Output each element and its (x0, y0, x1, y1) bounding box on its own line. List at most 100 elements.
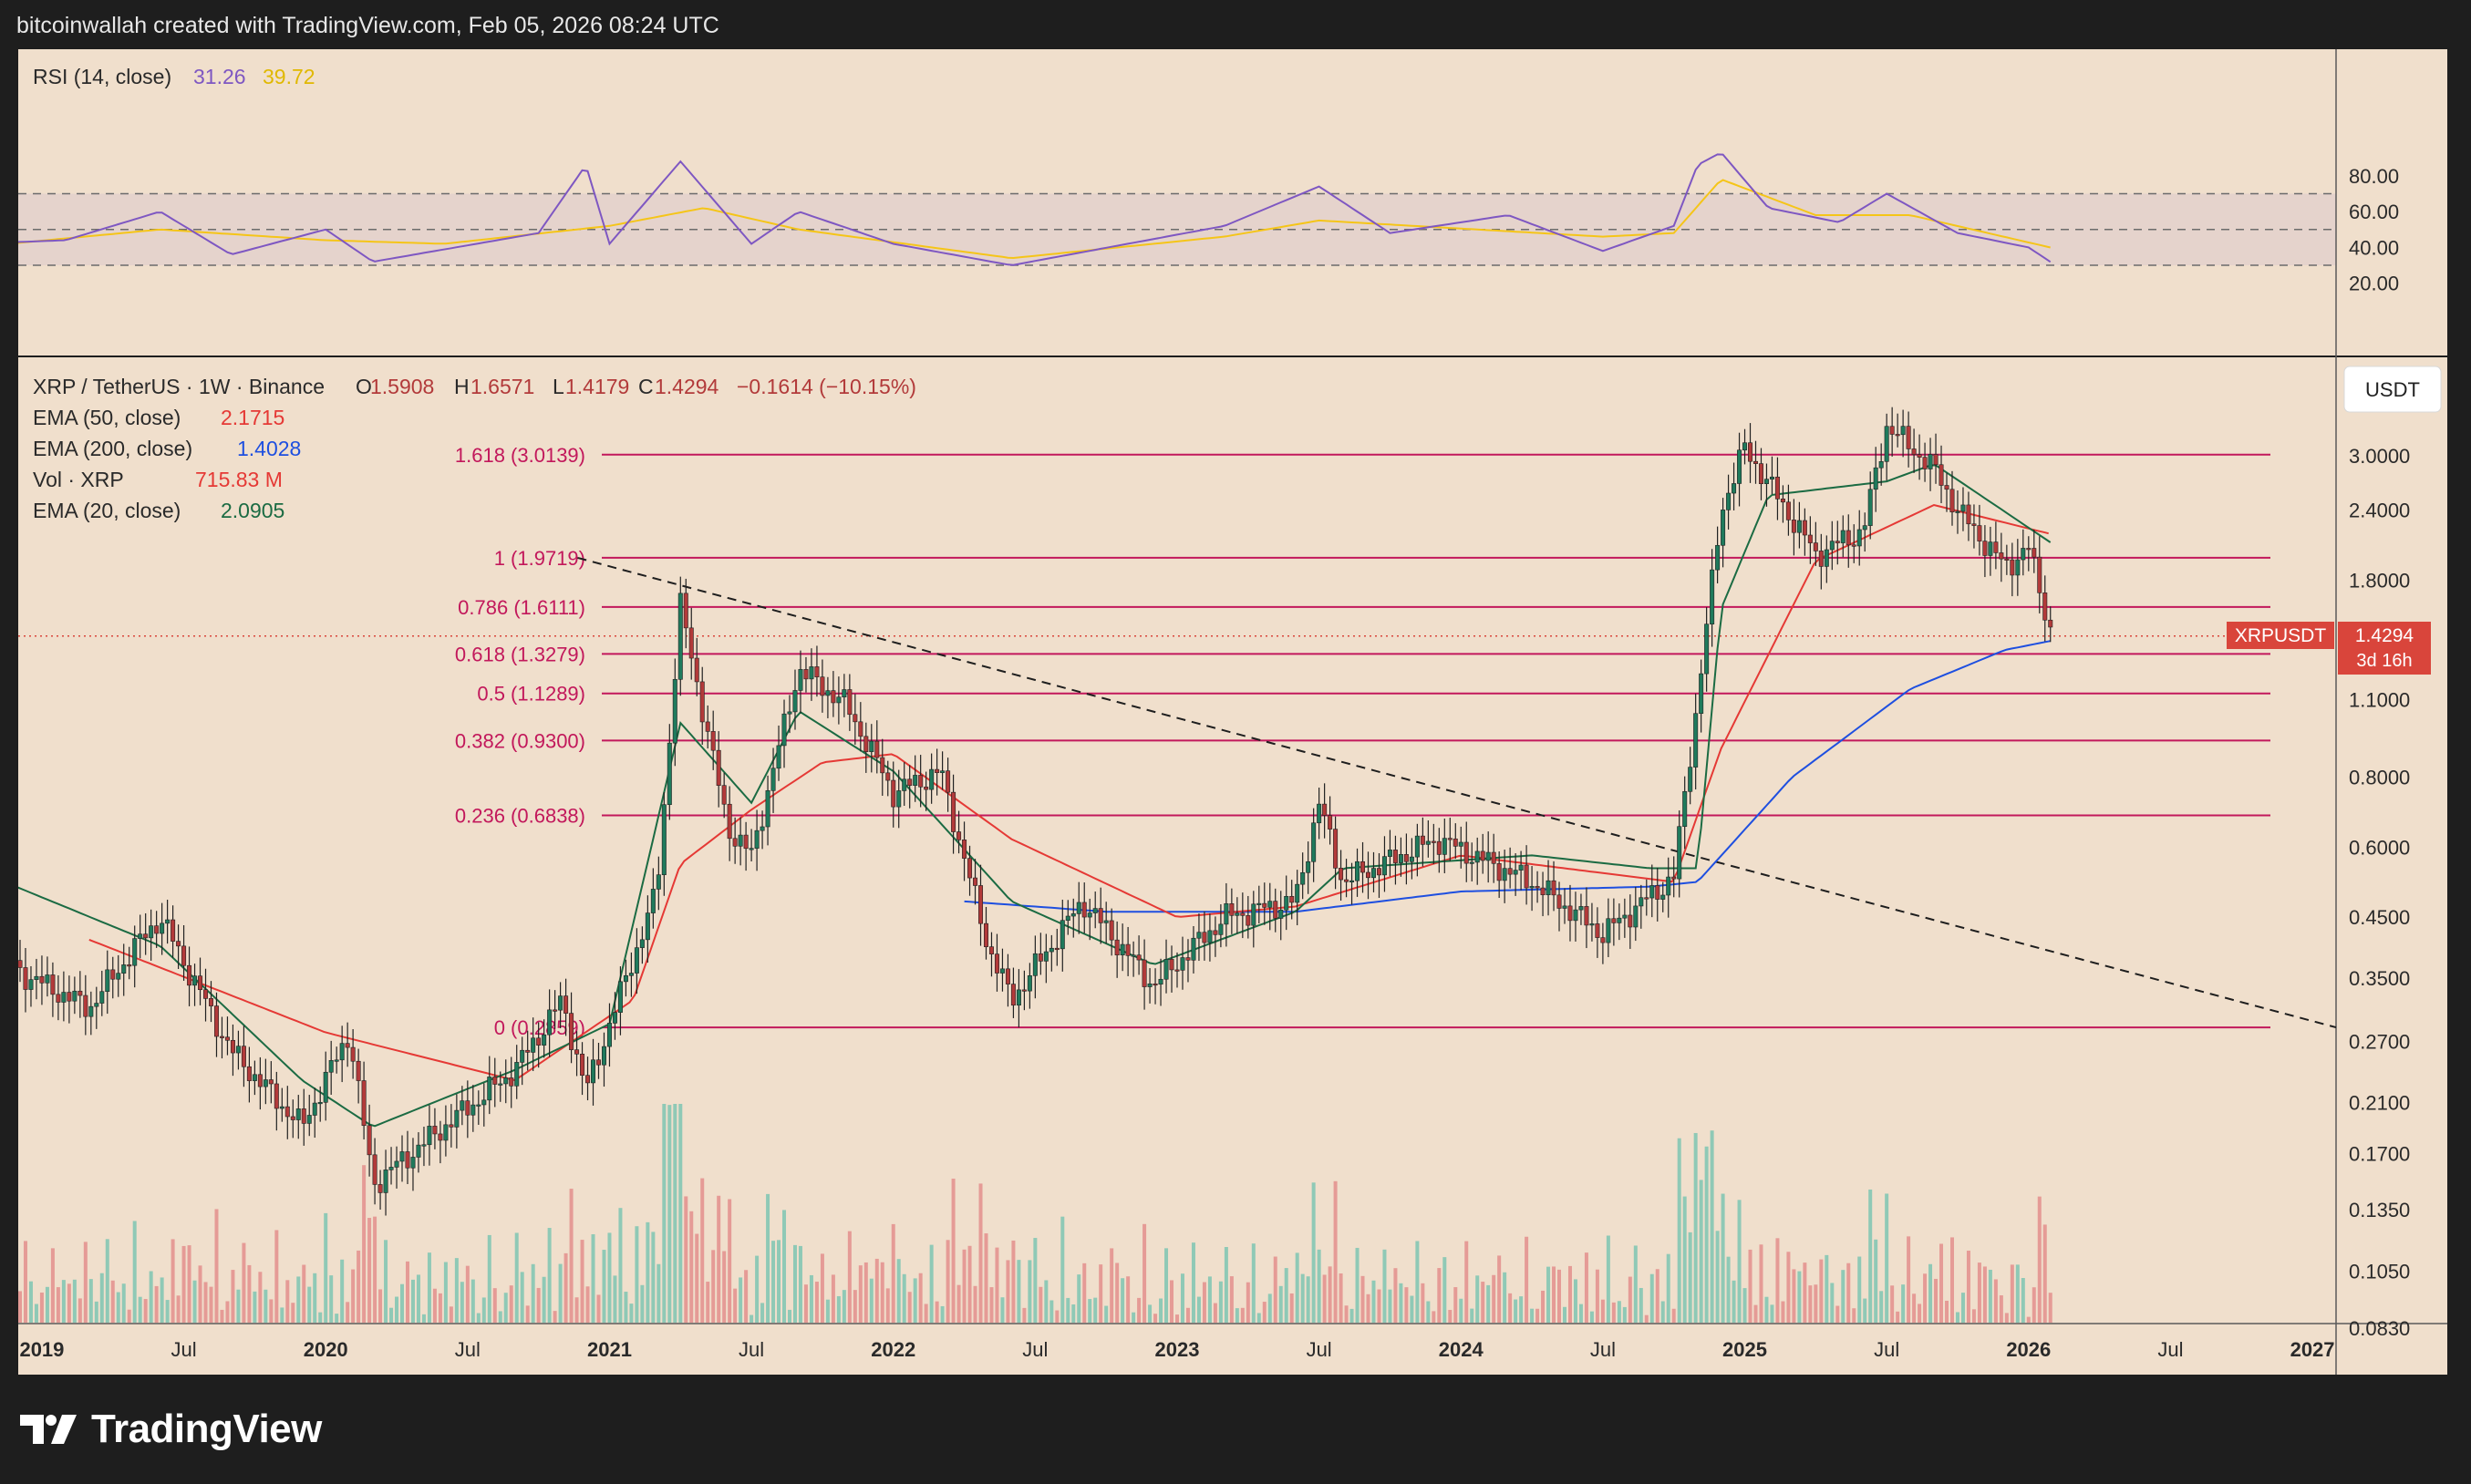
volume-bar (1142, 1223, 1147, 1323)
volume-bar (1644, 1314, 1649, 1323)
candle-body (1639, 897, 1644, 907)
volume-bar (956, 1284, 961, 1323)
candle-body (1136, 954, 1142, 961)
price-tag: XRPUSDT 1.4294 3d 16h (2227, 622, 2431, 675)
ema50-line (88, 503, 2049, 1082)
volume-bar (553, 1311, 557, 1323)
candle-body (847, 689, 853, 716)
candle-body (585, 1075, 591, 1084)
candle-body (1982, 541, 1988, 556)
rsi-ma-line (0, 179, 2051, 260)
candle-body (2032, 548, 2037, 558)
volume-bar (1825, 1254, 1829, 1323)
volume-bar (421, 1314, 426, 1323)
candle-body (1142, 959, 1147, 987)
volume-bar (750, 1314, 754, 1323)
volume-bar (885, 1288, 890, 1323)
currency-button-bg[interactable] (2343, 366, 2442, 413)
volume-bar (258, 1272, 263, 1323)
candle-body (999, 968, 1005, 974)
candle-body (88, 1005, 94, 1017)
volume-bar (1432, 1311, 1436, 1323)
candle-body (1414, 835, 1420, 858)
volume-bar (1863, 1298, 1867, 1323)
volume-bar (373, 1216, 377, 1323)
volume-bar (1945, 1300, 1949, 1323)
currency-button-label[interactable]: USDT (2365, 378, 2420, 401)
candle-body (1502, 868, 1507, 881)
currency-button[interactable]: USDT (2343, 366, 2442, 413)
candle-body (263, 1079, 268, 1087)
candle-body (410, 1157, 416, 1169)
volume-bar (1207, 1276, 1212, 1323)
volume-bar (1841, 1270, 1845, 1323)
candle-body (814, 666, 820, 677)
volume-bar (803, 1284, 808, 1323)
volume-bar (1289, 1293, 1294, 1323)
candle-body (498, 1083, 503, 1086)
volume-bar (460, 1282, 464, 1323)
volume-bar (1256, 1313, 1261, 1323)
volume-bar (755, 1255, 760, 1323)
volume-bar (951, 1179, 956, 1323)
volume-bar (657, 1263, 661, 1323)
candles (0, 407, 2053, 1216)
candle-body (853, 714, 858, 723)
candle-body (1153, 983, 1158, 986)
volume-bar (1852, 1308, 1856, 1323)
volume-bar (940, 1305, 945, 1323)
candle-body (1060, 920, 1065, 950)
candle-body (295, 1108, 301, 1120)
volume-bar (1371, 1280, 1376, 1323)
volume-bar (2042, 1224, 2047, 1323)
candle-body (929, 768, 935, 790)
volume-bar (253, 1291, 257, 1323)
candle-body (290, 1116, 295, 1120)
volume-bar (1028, 1260, 1032, 1323)
volume-bar (1977, 1262, 1981, 1323)
candle-body (792, 690, 798, 713)
candle-body (809, 666, 814, 680)
volume-bar (132, 1221, 137, 1323)
volume-bar (1557, 1269, 1562, 1323)
candle-body (1376, 868, 1381, 876)
candle-body (2004, 558, 2010, 561)
candle-body (749, 848, 754, 850)
volume-bar (563, 1252, 568, 1323)
volume-bar (531, 1263, 535, 1323)
candle-body (1906, 426, 1911, 449)
price-tick-label: 0.2700 (2349, 1030, 2410, 1053)
candle-body (1748, 442, 1753, 462)
volume-bar (1099, 1264, 1103, 1323)
volume-bar (247, 1264, 252, 1323)
volume-bar (1148, 1304, 1153, 1323)
candle-body (765, 790, 770, 828)
volume-bar (629, 1304, 634, 1323)
volume-bar (1492, 1274, 1496, 1323)
candle-body (192, 975, 198, 986)
candle-body (50, 974, 56, 995)
volume-bar (362, 1165, 367, 1323)
candle-body (1796, 520, 1802, 533)
candle-body (1835, 541, 1840, 543)
volume-bar (357, 1250, 361, 1323)
indicator-legend: EMA (50, close) 2.1715 EMA (200, close) 1.4… (33, 406, 301, 522)
candle-body (1218, 923, 1224, 935)
volume-bar (1525, 1236, 1529, 1323)
candle-body (770, 768, 776, 791)
candle-body (209, 998, 214, 1006)
candle-body (869, 740, 874, 753)
candle-body (694, 657, 699, 683)
candle-body (1289, 895, 1295, 903)
volume-bar (1639, 1287, 1643, 1323)
volume-bar (214, 1209, 219, 1323)
candle-body (1917, 454, 1922, 458)
candle-body (181, 945, 187, 966)
fib-level-label: 1.618 (3.0139) (455, 444, 585, 467)
volume-bar (1633, 1245, 1638, 1323)
volume-bar (847, 1231, 852, 1323)
volume-bar (1262, 1302, 1267, 1323)
volume-bar (520, 1272, 524, 1323)
candle-body (962, 840, 967, 859)
chart-canvas[interactable]: 80.00 60.00 40.00 20.00 1.618 (3.0139) 1 (1.… (0, 49, 2447, 1375)
